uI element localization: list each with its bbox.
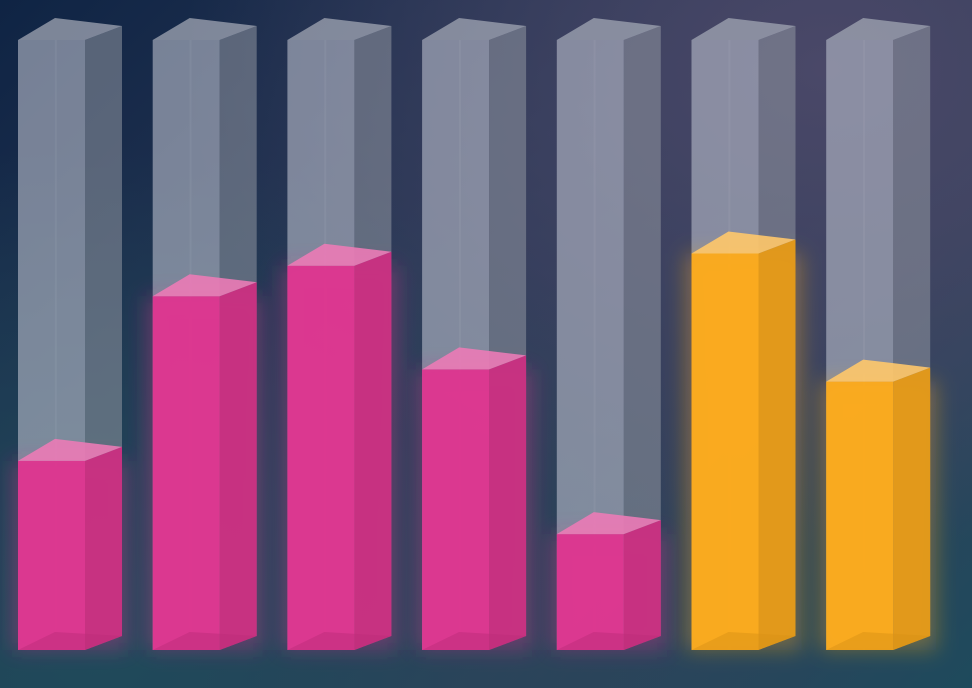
bar-fill-top <box>691 231 796 254</box>
bar-fill-side <box>489 355 527 650</box>
bar-fill-front <box>422 369 490 650</box>
bar-base <box>691 632 796 650</box>
bar-fill-side <box>623 520 661 650</box>
bar-fill-top <box>826 359 931 382</box>
bar-base <box>152 632 257 650</box>
bar-track-side <box>623 26 661 650</box>
bar-fill-top <box>287 243 392 266</box>
bar-group-6 <box>685 18 802 650</box>
bar-fill-front <box>152 296 220 650</box>
bar-fill-front <box>556 534 624 650</box>
bar-fill-side <box>354 251 392 650</box>
bar-fill-top <box>18 438 122 461</box>
bar-track-top <box>826 18 931 40</box>
bar-fill-top <box>152 274 257 297</box>
bar-base <box>422 632 527 650</box>
bar-track-highlight <box>54 40 57 650</box>
bar-track-top <box>18 18 122 40</box>
bar-fill-front <box>826 381 894 650</box>
bar-track-highlight <box>458 40 461 650</box>
bar-group-1 <box>12 18 128 650</box>
bar-base <box>556 632 661 650</box>
bar-fill-side <box>758 239 796 650</box>
bar-fill-top <box>556 512 661 535</box>
bar-track-top <box>556 18 661 40</box>
bar-fill-front <box>691 253 759 650</box>
bar-group-3 <box>281 18 398 650</box>
bar-base <box>18 632 122 650</box>
bar-fill-front <box>287 265 355 650</box>
bar-track-highlight <box>863 40 866 650</box>
bar-track-highlight <box>593 40 596 650</box>
bar-fill-side <box>85 446 122 650</box>
bar-group-5 <box>550 18 667 650</box>
bar-fill-side <box>893 367 931 650</box>
bar-group-4 <box>416 18 533 650</box>
bars-group <box>12 18 937 650</box>
bar-group-7 <box>820 18 937 650</box>
bar-fill-top <box>422 347 527 370</box>
bar-fill-side <box>219 282 257 650</box>
bar-track-top <box>691 18 796 40</box>
bar-group-2 <box>146 18 263 650</box>
bar-base <box>287 632 392 650</box>
bar-fill-front <box>18 460 85 650</box>
bar-track-top <box>287 18 392 40</box>
bar-track-top <box>152 18 257 40</box>
bar-track-top <box>422 18 527 40</box>
bar-base <box>826 632 931 650</box>
